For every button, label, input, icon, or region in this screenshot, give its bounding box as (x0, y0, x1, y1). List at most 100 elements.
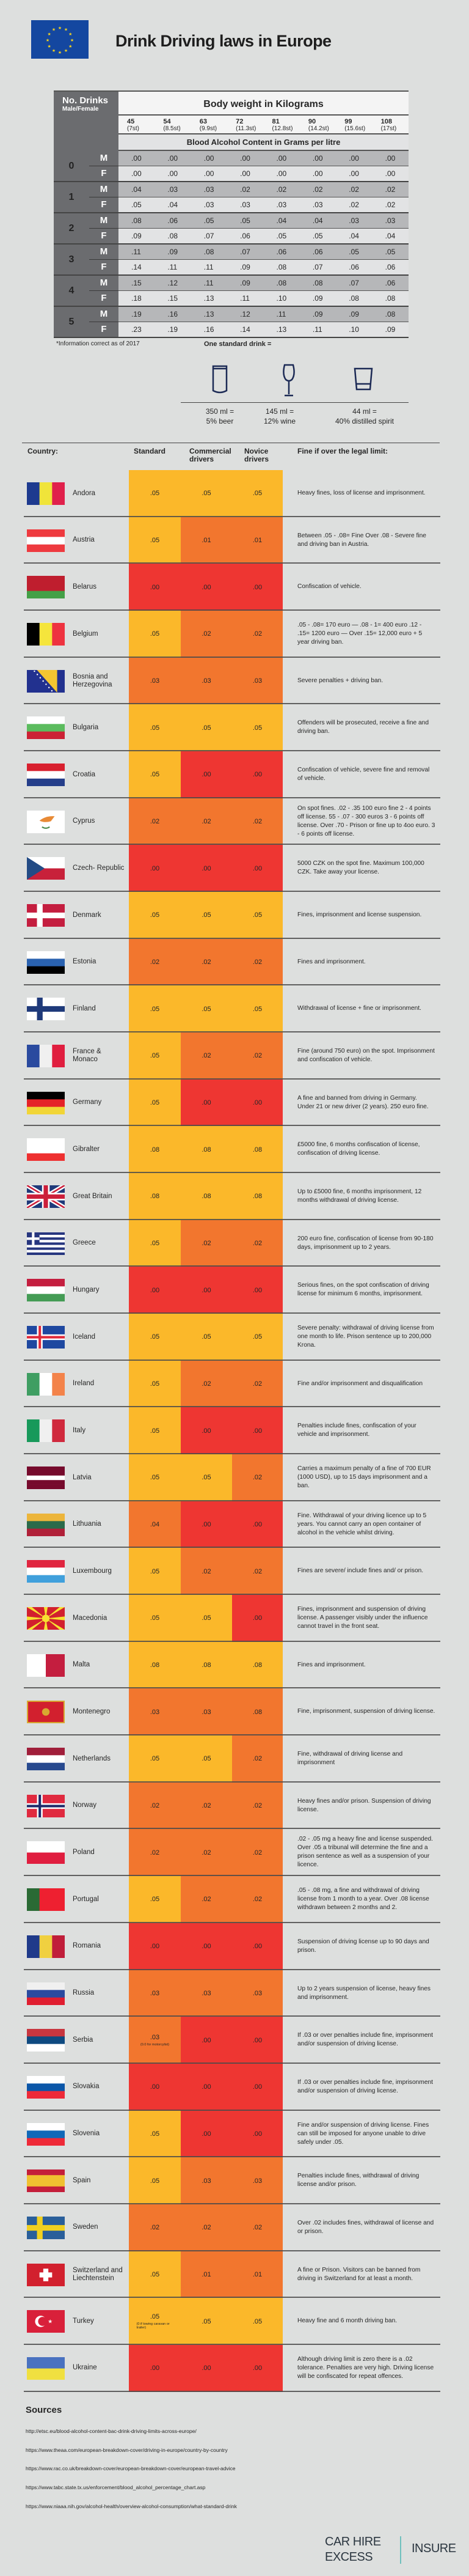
novice-limit: .02 (232, 1782, 283, 1830)
fine-text: Fine and/or imprisonment and disqualific… (297, 1380, 423, 1387)
drink-group: 1 M .04 .03 .03 .02 .02 .02 .02 .02 F .05 .04 .03 .03.… (54, 182, 409, 213)
limit-value: .00 (202, 2036, 211, 2044)
bac-value: .09 (312, 293, 323, 303)
row-divider (24, 1828, 440, 1830)
limit-value: .01 (202, 2270, 211, 2278)
standard-limit: .03 (129, 1970, 181, 2017)
drink-group: 0 M .00 .00 .00 .00 .00 .00 .00 .00 F .00 .00 .00 .00.… (54, 151, 409, 182)
limit-value: .00 (150, 864, 160, 872)
bac-value: .04 (349, 231, 359, 240)
bac-value: .15 (131, 279, 142, 287)
bac-value: .00 (203, 154, 214, 163)
limit-value: .00 (150, 2083, 160, 2091)
country-name: Belarus (73, 583, 96, 591)
row-divider (24, 1781, 440, 1783)
country-row: Austria .05 .01 .01 Between .05 - .08= Fine … (0, 517, 469, 564)
country-flag-icon (27, 669, 65, 693)
limit-value: .00 (202, 1427, 211, 1435)
fine-text: Confiscation of vehicle. (297, 583, 362, 591)
country-row: Croatia .05 .00 .00 Confiscation of vehicle,… (0, 751, 469, 798)
corner-subtitle: Male/Female (62, 106, 99, 112)
limit-value: .03 (252, 677, 263, 685)
novice-limit: .02 (232, 1548, 283, 1595)
bac-value: .00 (276, 169, 287, 178)
row-divider (24, 2156, 440, 2158)
standard-limit: .05 (129, 1454, 181, 1501)
sex-label: F (89, 259, 118, 274)
limit-value: .02 (202, 1849, 211, 1857)
commercial-limit: .08 (181, 1173, 232, 1220)
fine-text: Fines, imprisonment and license suspensi… (297, 911, 422, 919)
weight-column: 63 (9.9st) (199, 118, 217, 132)
source-link[interactable]: https://www.rac.co.uk/breakdown-cover/eu… (26, 2465, 236, 2472)
limit-value: .05 (150, 1474, 160, 1482)
commercial-limit: .08 (181, 1641, 232, 1689)
bac-value: .02 (240, 185, 250, 194)
novice-limit: .00 (232, 2017, 283, 2064)
drink-count: 0 (54, 151, 89, 181)
country-flag-icon (27, 1607, 65, 1630)
country-name: Andora (73, 489, 96, 497)
limit-value: .02 (150, 1849, 160, 1857)
country-row: Greece .05 .02 .02 200 euro fine, confiscati… (0, 1220, 469, 1267)
country-flag-icon (27, 1888, 65, 1912)
bac-header: Body weight in Kilograms (118, 92, 409, 116)
bac-value: .03 (276, 200, 287, 209)
limit-value: .05 (202, 1614, 211, 1622)
country-flag-icon (27, 951, 65, 974)
country-flag-icon (27, 764, 65, 787)
country-name: Luxembourg (73, 1567, 112, 1575)
novice-limit: .02 (232, 1735, 283, 1783)
bac-value: .11 (276, 310, 286, 318)
commercial-limit: .00 (181, 1079, 232, 1127)
drink-count: 4 (54, 276, 89, 306)
row-divider (24, 1172, 440, 1174)
limit-value: .08 (252, 1662, 263, 1669)
eu-flag-icon: ★ ★★★★★★★★★★★ (31, 20, 89, 59)
bac-value: .08 (167, 231, 178, 240)
country-name: Poland (73, 1848, 95, 1856)
novice-limit: .02 (232, 2204, 283, 2251)
limit-value: .00 (150, 1943, 160, 1951)
commercial-limit: .05 (181, 1595, 232, 1642)
country-row: Denmark .05 .05 .05 Fines, imprisonment and … (0, 892, 469, 939)
novice-limit: .05 (232, 1314, 283, 1361)
male-row: M .00 .00 .00 .00 .00 .00 .00 .00 (89, 151, 409, 166)
limit-value: .03 (202, 1989, 211, 1997)
commercial-limit: .02 (181, 1782, 232, 1830)
country-flag-icon (27, 1841, 65, 1864)
country-flag-icon (27, 1794, 65, 1817)
limit-value: .03 (252, 2177, 263, 2185)
standard-limit: .05 (129, 1876, 181, 1923)
country-row: Estonia .02 .02 .02 Fines and imprisonment. (0, 938, 469, 986)
bac-value: .05 (385, 248, 396, 256)
source-link[interactable]: http://etsc.eu/blood-alcohol-content-bac… (26, 2428, 197, 2434)
row-divider (24, 2390, 440, 2392)
limit-value: .08 (202, 1193, 211, 1201)
limit-value: .05 (150, 1427, 160, 1435)
fine-text: Carries a maximum penalty of a fine of 7… (297, 1465, 431, 1490)
country-flag-icon (27, 904, 65, 927)
fine-text: Offenders will be prosecuted, receive a … (297, 719, 429, 735)
fine-text: .05 - .08 mg, a fine and withdrawal of d… (297, 1887, 429, 1912)
country-row: Finland .05 .05 .05 Withdrawal of license + … (0, 985, 469, 1033)
bac-value: .05 (131, 200, 142, 209)
limit-value: .00 (252, 2083, 263, 2091)
commercial-limit: .00 (181, 564, 232, 611)
limit-value: .02 (252, 959, 263, 966)
limit-value: .02 (202, 1567, 211, 1575)
source-link[interactable]: https://www.theaa.com/european-breakdown… (26, 2446, 228, 2453)
bac-value: .03 (312, 200, 323, 209)
country-flag-icon (27, 1560, 65, 1583)
source-link[interactable]: https://www.tabc.state.tx.us/enforcement… (26, 2484, 206, 2491)
source-link[interactable]: https://www.niaaa.nih.gov/alcohol-health… (26, 2503, 237, 2509)
country-row: Malta .08 .08 .08 Fines and imprisonment. (0, 1641, 469, 1689)
commercial-limit: .05 (181, 1314, 232, 1361)
limit-value: .05 (150, 1240, 160, 1248)
country-flag-icon (27, 2357, 65, 2380)
country-name: Netherlands (73, 1754, 111, 1762)
column-header-commercial: Commercial drivers (189, 447, 231, 463)
country-name: Cyprus (73, 817, 95, 825)
country-row: Romania .00 .00 .00 Suspension of driving li… (0, 1923, 469, 1970)
logo-divider (400, 2536, 401, 2564)
